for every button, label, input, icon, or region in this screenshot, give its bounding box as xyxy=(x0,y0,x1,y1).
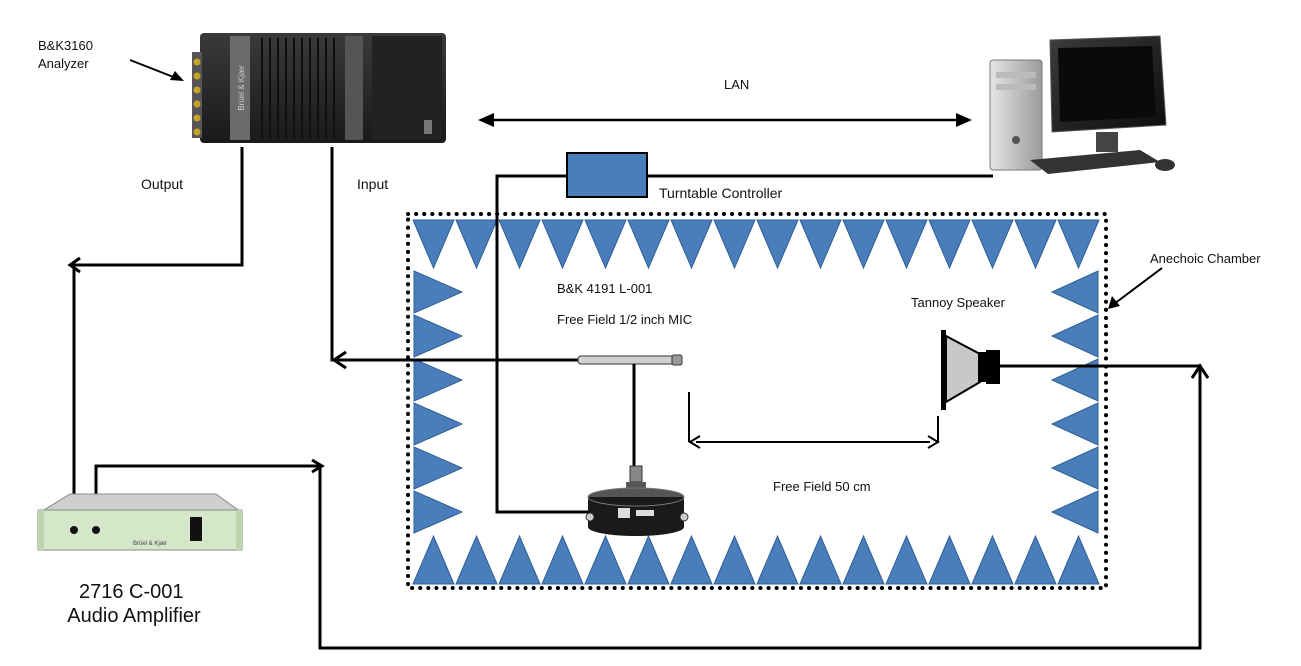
absorber-wedge xyxy=(885,534,928,585)
lan-label: LAN xyxy=(724,77,749,92)
absorber-wedge xyxy=(1050,358,1099,402)
absorber-wedge xyxy=(413,446,464,490)
analyzer-label-line-1: B&K3160 xyxy=(38,38,93,53)
absorber-wedge xyxy=(756,534,799,585)
analyzer-label: B&K3160 Analyzer xyxy=(38,38,97,71)
chamber-pointer-arrow xyxy=(1108,267,1163,309)
rack-amplifier-icon: Brüel & Kjær xyxy=(37,493,243,551)
absorber-wedge xyxy=(498,534,541,585)
absorber-wedge xyxy=(885,219,928,270)
turntable-icon xyxy=(585,465,689,536)
absorber-wedge xyxy=(412,219,455,270)
lan-link xyxy=(478,113,972,127)
absorber-wedge xyxy=(498,219,541,270)
absorber-wedges xyxy=(412,219,1100,585)
absorber-wedge xyxy=(413,314,464,358)
absorber-wedge xyxy=(413,358,464,402)
amplifier-label-line-1: 2716 C-001 xyxy=(79,581,184,603)
absorber-wedge xyxy=(541,219,584,270)
absorber-wedge xyxy=(1057,534,1100,585)
analyzer-pointer-arrow xyxy=(129,59,184,81)
amplifier-brand-mark: Brüel & Kjær xyxy=(133,541,167,547)
desktop-computer-icon xyxy=(989,35,1175,174)
absorber-wedge xyxy=(713,219,756,270)
absorber-wedge xyxy=(413,490,464,534)
output-wire xyxy=(72,147,244,510)
output-label: Output xyxy=(141,176,183,192)
amplifier-label-line-2: Audio Amplifier xyxy=(67,605,201,627)
absorber-wedge xyxy=(928,534,971,585)
absorber-wedge xyxy=(1014,219,1057,270)
anechoic-chamber-label: Anechoic Chamber xyxy=(1150,251,1261,266)
absorber-wedge xyxy=(1014,534,1057,585)
free-field-distance xyxy=(688,392,940,449)
free-field-label: Free Field 50 cm xyxy=(773,479,871,494)
turntable-controller-box xyxy=(566,152,648,198)
turntable-wire xyxy=(495,174,590,514)
absorber-wedge xyxy=(670,534,713,585)
mic-model-label: B&K 4191 L-001 xyxy=(557,281,652,296)
absorber-wedge xyxy=(756,219,799,270)
absorber-wedge xyxy=(1057,219,1100,270)
absorber-wedge xyxy=(799,219,842,270)
absorber-wedge xyxy=(713,534,756,585)
analyzer-label-line-2: Analyzer xyxy=(38,56,89,71)
absorber-wedge xyxy=(584,219,627,270)
absorber-wedge xyxy=(971,219,1014,270)
turntable-controller-label: Turntable Controller xyxy=(659,185,783,201)
absorber-wedge xyxy=(842,534,885,585)
absorber-wedge xyxy=(1050,490,1099,534)
absorber-wedge xyxy=(670,219,713,270)
absorber-wedge xyxy=(627,534,670,585)
absorber-wedge xyxy=(413,402,464,446)
input-label: Input xyxy=(357,176,388,192)
absorber-wedge xyxy=(971,534,1014,585)
amplifier-label: 2716 C-001 Audio Amplifier xyxy=(67,581,201,627)
microphone-icon xyxy=(577,354,683,468)
absorber-wedge xyxy=(842,219,885,270)
speaker-label: Tannoy Speaker xyxy=(911,295,1006,310)
loudspeaker-icon xyxy=(941,330,1000,410)
absorber-wedge xyxy=(413,270,464,314)
absorber-wedge xyxy=(1050,446,1099,490)
analyzer-brand-mark: Brüel & Kjær xyxy=(237,65,246,111)
absorber-wedge xyxy=(455,219,498,270)
absorber-wedge xyxy=(455,534,498,585)
absorber-wedge xyxy=(1050,270,1099,314)
anechoic-chamber-boundary xyxy=(406,212,1108,590)
absorber-wedge xyxy=(799,534,842,585)
analyzer-device-icon: Brüel & Kjær xyxy=(192,33,446,143)
absorber-wedge xyxy=(1050,402,1099,446)
absorber-wedge xyxy=(541,534,584,585)
absorber-wedge xyxy=(1050,314,1099,358)
absorber-wedge xyxy=(412,534,455,585)
mic-description-label: Free Field 1/2 inch MIC xyxy=(557,312,692,327)
absorber-wedge xyxy=(584,534,627,585)
absorber-wedge xyxy=(928,219,971,270)
absorber-wedge xyxy=(627,219,670,270)
